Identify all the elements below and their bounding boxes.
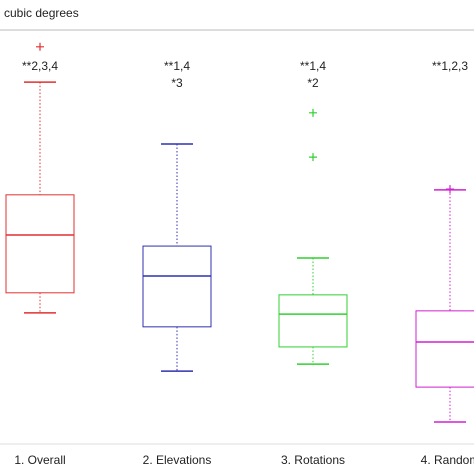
x-tick-label: 1. Overall: [14, 453, 65, 467]
x-tick-label: 3. Rotations: [281, 453, 345, 467]
outlier: [309, 108, 317, 117]
box: [415, 310, 474, 388]
outlier: [309, 153, 317, 162]
annotation: **1,4: [300, 59, 326, 73]
annotation: **1,4: [164, 59, 190, 73]
annotation: **2,3,4: [22, 59, 58, 73]
box: [5, 194, 75, 294]
x-tick-label: 2. Elevations: [143, 453, 212, 467]
annotation: *2: [307, 76, 319, 90]
box: [142, 245, 212, 328]
box: [278, 294, 348, 348]
annotation: **1,2,3: [432, 59, 468, 73]
annotation: *3: [171, 76, 183, 90]
x-tick-label: 4. Random: [421, 453, 474, 467]
y-axis-label: cubic degrees: [4, 6, 79, 20]
outlier: [446, 185, 454, 194]
outlier: [36, 42, 44, 51]
